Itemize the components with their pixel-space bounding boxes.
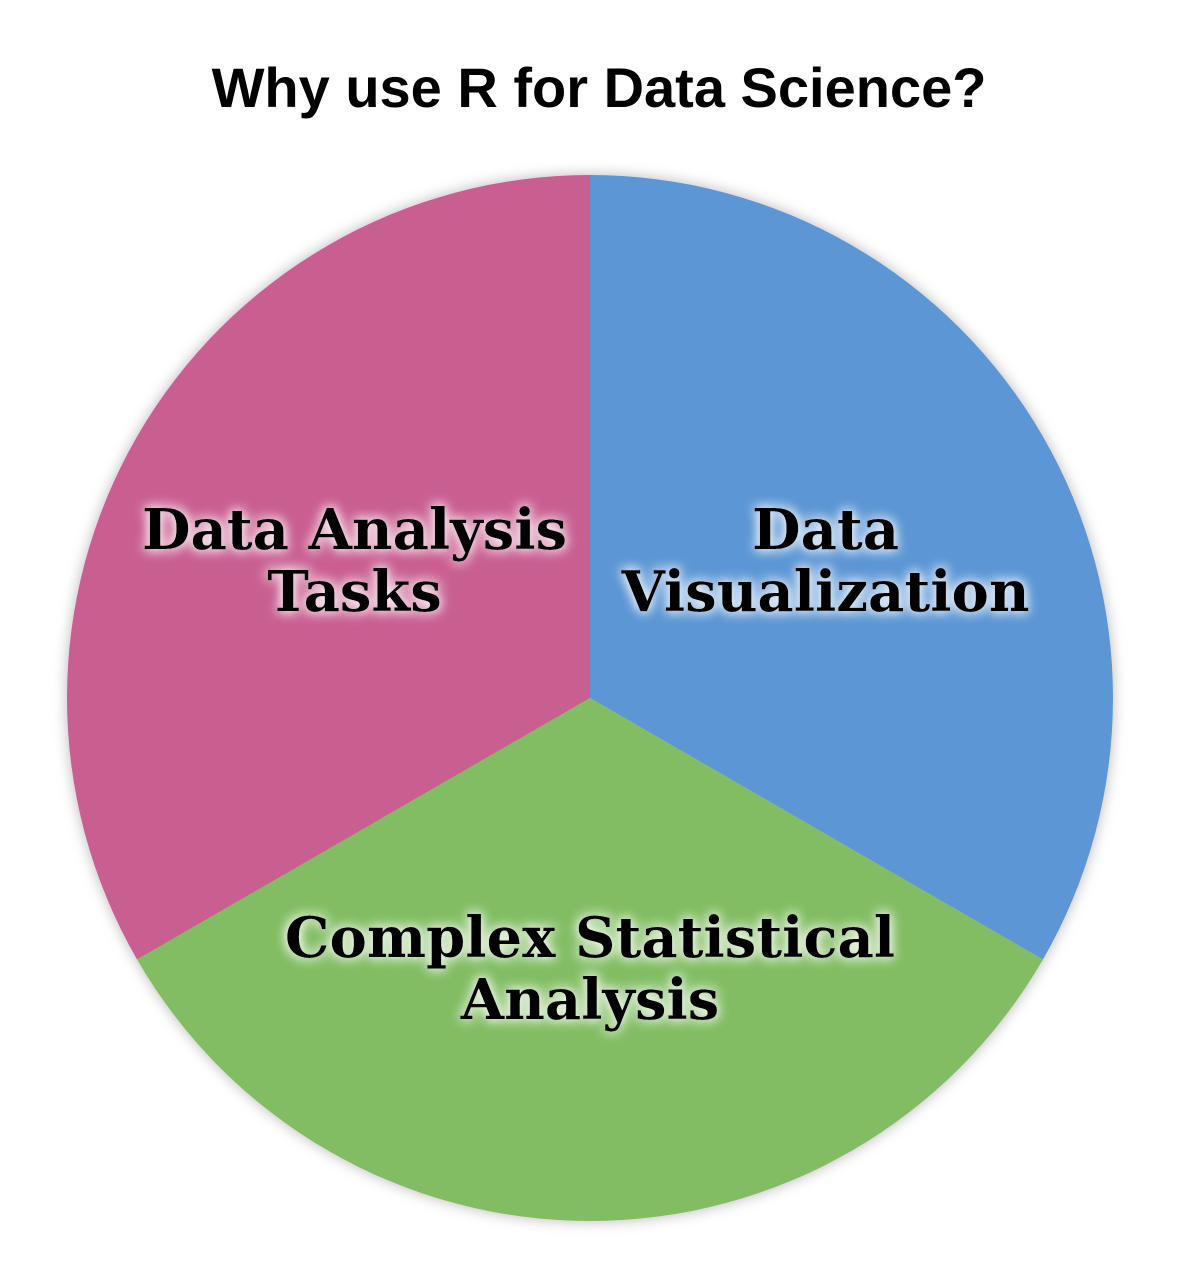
pie-slice-label-line: Data Analysis <box>142 497 567 563</box>
pie-slice-label-2: Complex Statistical Analysis <box>285 905 895 1033</box>
pie-slice-label-line: Data <box>752 497 899 563</box>
pie-slices <box>67 175 1113 1221</box>
pie-slice-3 <box>67 175 590 960</box>
pie-slice-label-line: Tasks <box>267 559 441 625</box>
pie-slice-label-line: Analysis <box>460 967 720 1033</box>
pie-slice-label-3: Data Analysis Tasks <box>142 497 567 625</box>
pie-slice-label-line: Complex Statistical <box>285 905 895 971</box>
pie-slice-label-line: Visualization <box>620 559 1029 625</box>
pie-slice-2 <box>137 698 1043 1221</box>
pie-labels: Data Visualization Complex Statistical Anal… <box>142 497 1030 1033</box>
page-title: Why use R for Data Science? <box>211 56 987 119</box>
pie-slice-1 <box>590 175 1113 960</box>
pie-slice-label-1: Data Visualization <box>620 497 1029 625</box>
